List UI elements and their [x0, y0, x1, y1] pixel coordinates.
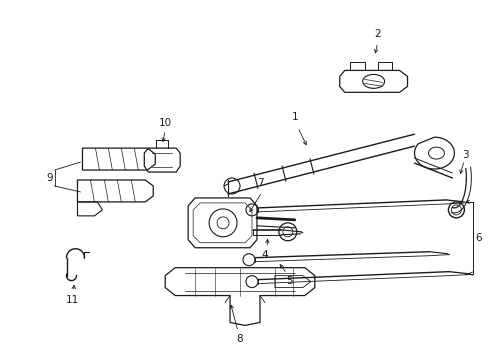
Text: 3: 3 — [462, 150, 468, 160]
Text: 5: 5 — [286, 276, 293, 285]
Text: 6: 6 — [474, 233, 481, 243]
Text: 8: 8 — [236, 334, 243, 345]
Text: 1: 1 — [291, 112, 298, 122]
Text: 4: 4 — [261, 250, 268, 260]
Text: 7: 7 — [256, 178, 263, 188]
Text: 9: 9 — [46, 173, 52, 183]
Text: 11: 11 — [66, 294, 79, 305]
Text: 2: 2 — [373, 28, 380, 39]
Text: 10: 10 — [158, 118, 171, 128]
